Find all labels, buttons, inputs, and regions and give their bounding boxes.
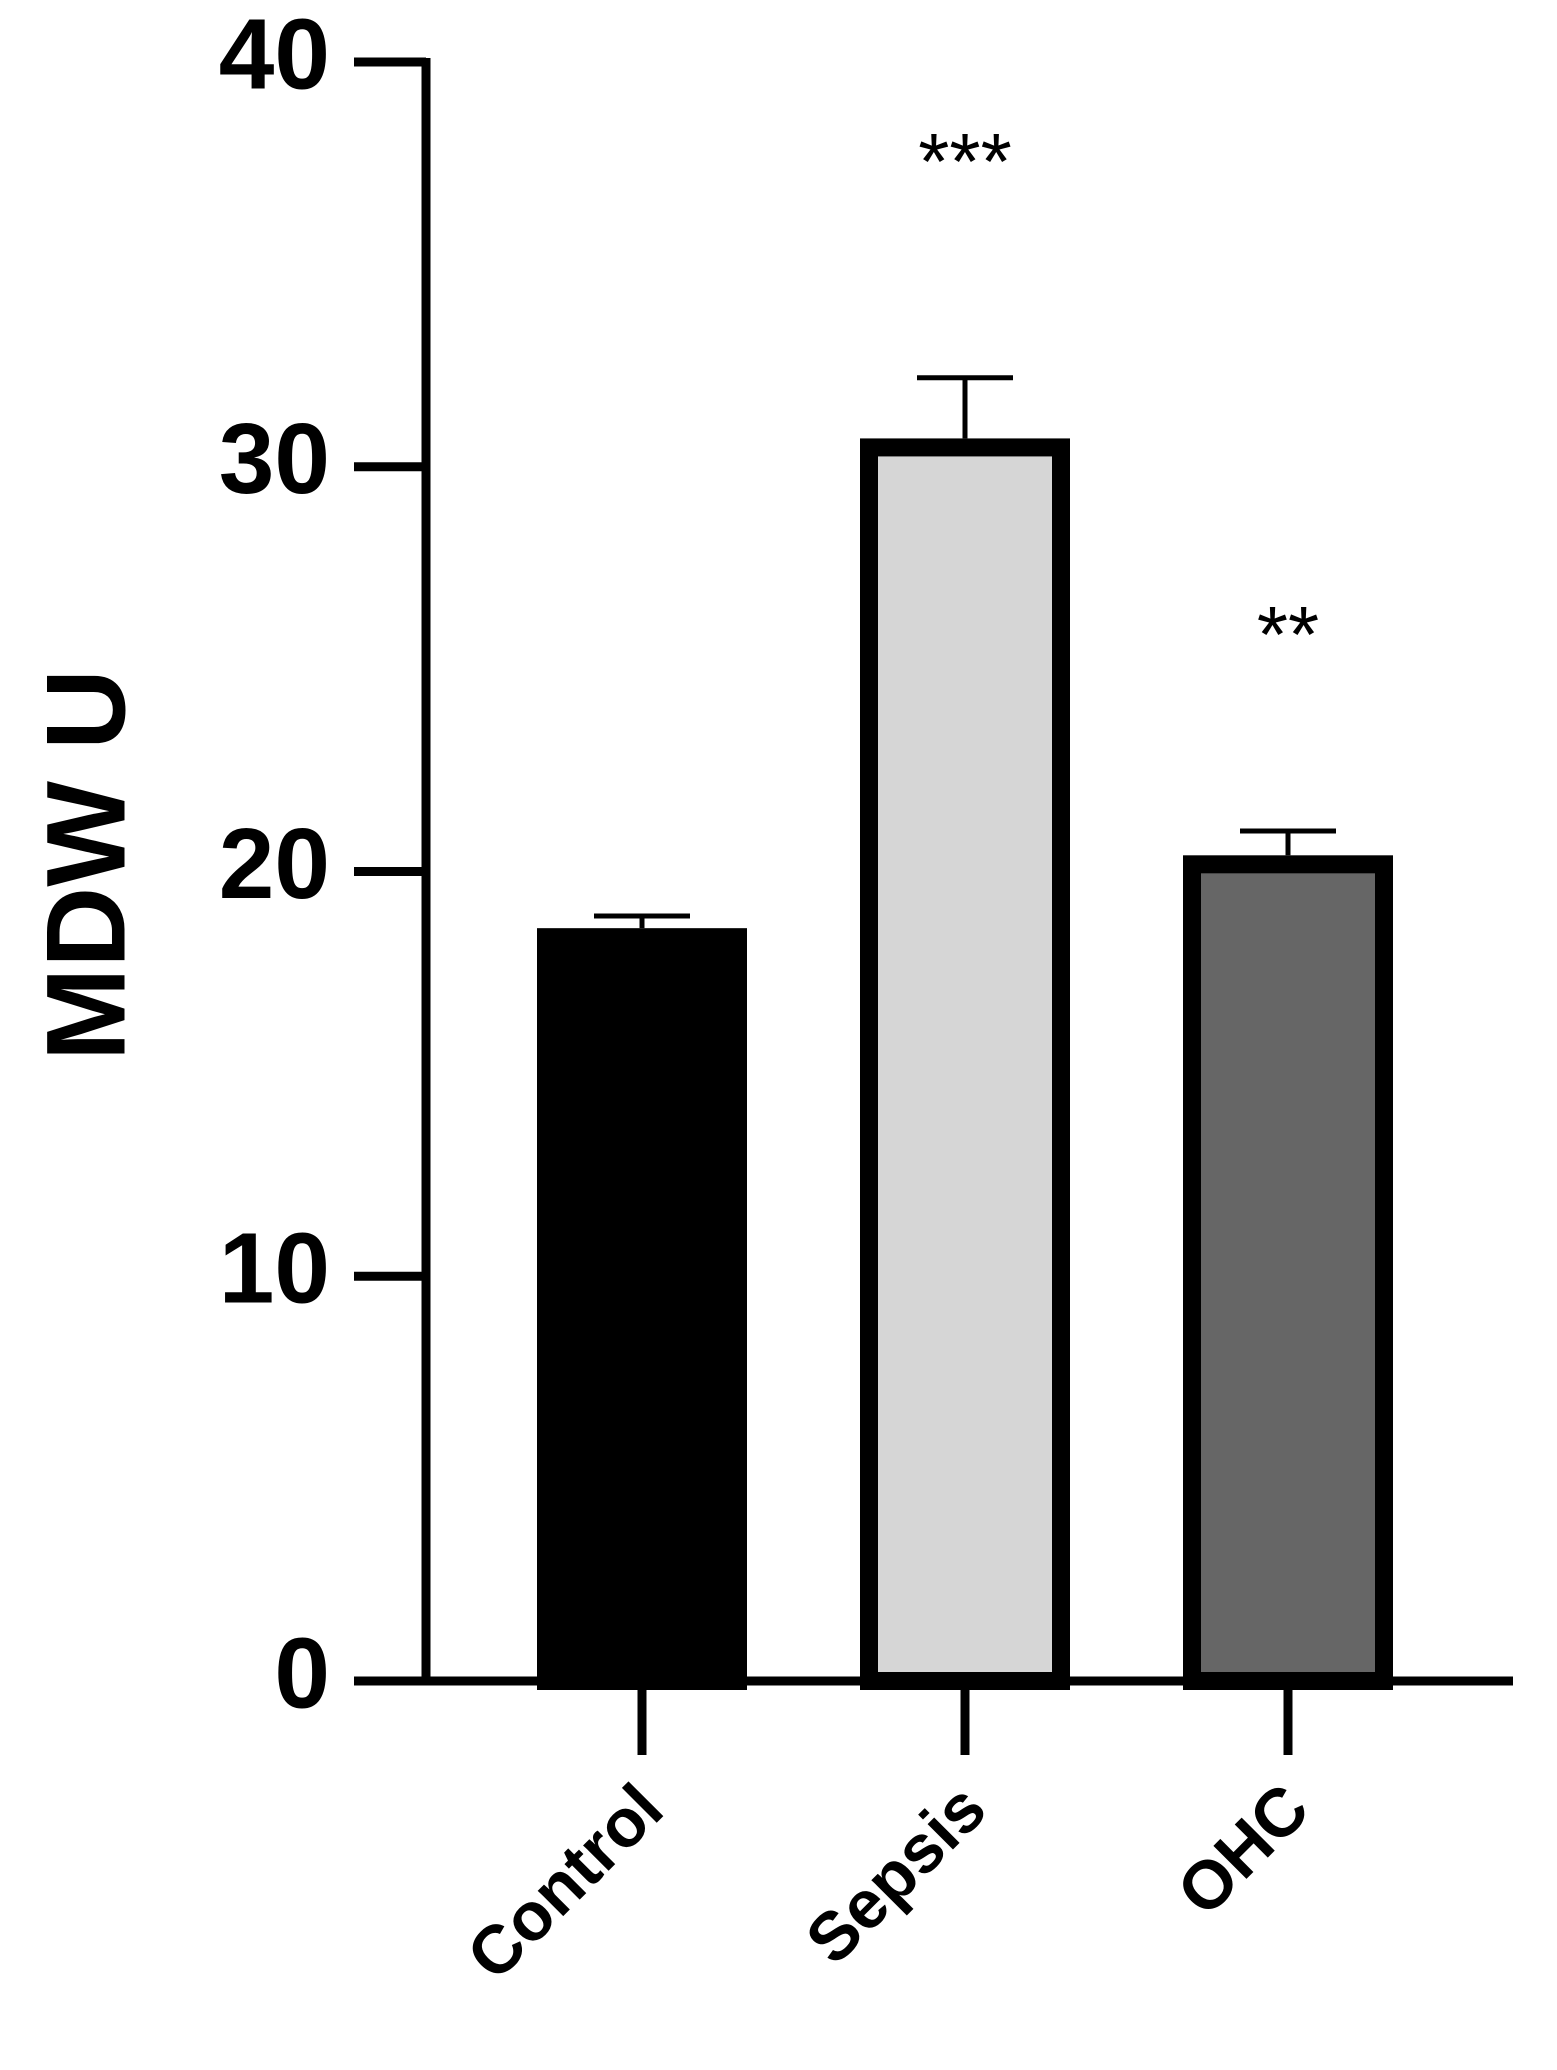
bar: [537, 928, 747, 1690]
error-bar: [594, 913, 690, 929]
y-tick-label: 30: [219, 403, 330, 515]
y-tick-label: 10: [219, 1213, 330, 1325]
significance-label: ***: [918, 117, 1011, 206]
error-bar: [917, 375, 1013, 439]
significance-label: **: [1257, 590, 1319, 679]
bar: [860, 438, 1070, 1691]
y-tick-label: 40: [219, 0, 330, 110]
error-bar: [1240, 828, 1336, 856]
x-tick-label: Sepsis: [792, 1770, 1001, 1979]
bar: [1183, 855, 1393, 1690]
x-tick-label: OHC: [1163, 1770, 1324, 1931]
y-tick-label: 0: [274, 1617, 330, 1729]
y-tick-label: 20: [219, 808, 330, 920]
x-tick-label: Control: [453, 1770, 678, 1995]
y-axis-label: MDW U: [24, 669, 149, 1061]
